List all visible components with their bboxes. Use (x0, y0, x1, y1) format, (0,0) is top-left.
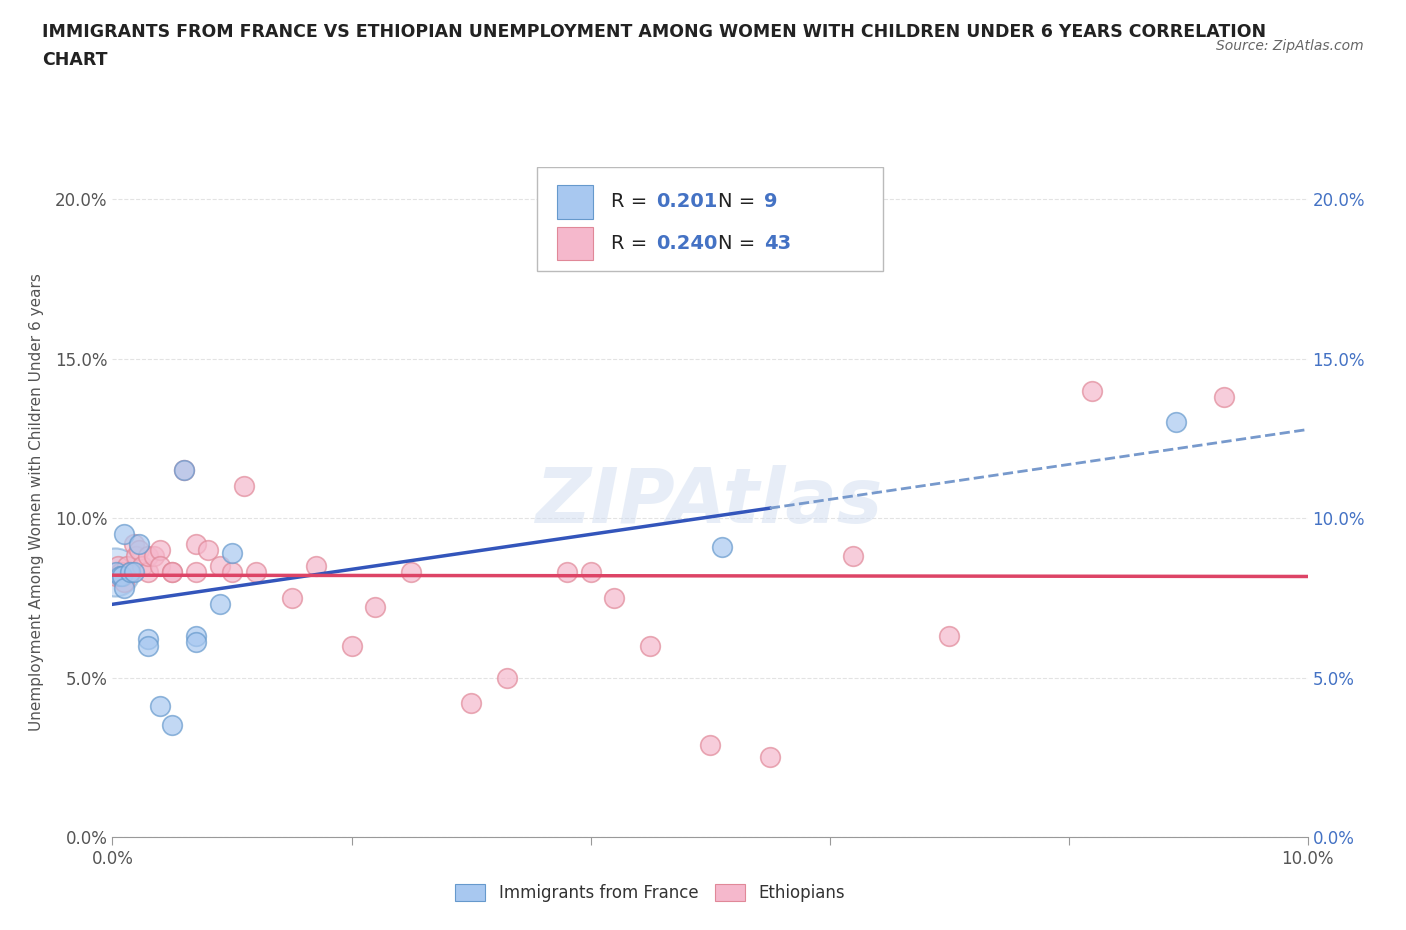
Point (245, 565, 267, 579)
Text: 9: 9 (763, 193, 778, 211)
Point (108, 568, 131, 583)
Point (1212, 390, 1236, 405)
Text: N =: N = (718, 193, 762, 211)
Point (138, 631, 160, 646)
Point (938, 629, 960, 644)
Text: R =: R = (610, 193, 654, 211)
Point (162, 565, 183, 579)
FancyBboxPatch shape (557, 227, 593, 260)
Point (122, 537, 145, 551)
Point (120, 565, 142, 579)
Text: ZIPAtlas: ZIPAtlas (536, 465, 884, 539)
Point (112, 568, 135, 583)
Point (122, 565, 145, 579)
Point (162, 565, 183, 579)
Point (186, 565, 208, 579)
Point (143, 549, 166, 564)
Point (138, 549, 160, 564)
Point (401, 565, 423, 579)
Point (110, 565, 132, 579)
Point (138, 638, 160, 653)
Point (197, 542, 219, 557)
Point (364, 600, 387, 615)
Point (759, 750, 782, 764)
Point (842, 549, 865, 564)
Point (221, 565, 243, 579)
Point (138, 565, 160, 579)
Point (128, 542, 150, 557)
Point (186, 629, 208, 644)
Point (114, 526, 135, 541)
Point (186, 635, 208, 650)
Text: 0.240: 0.240 (657, 234, 717, 253)
Point (149, 698, 172, 713)
Point (579, 565, 602, 579)
FancyBboxPatch shape (557, 185, 593, 219)
Point (131, 559, 153, 574)
Text: N =: N = (718, 234, 762, 253)
Text: Source: ZipAtlas.com: Source: ZipAtlas.com (1216, 39, 1364, 53)
Point (114, 575, 135, 590)
Point (125, 549, 148, 564)
Point (208, 559, 231, 574)
Point (128, 537, 150, 551)
Point (173, 463, 195, 478)
Point (208, 597, 231, 612)
Text: IMMIGRANTS FROM FRANCE VS ETHIOPIAN UNEMPLOYMENT AMONG WOMEN WITH CHILDREN UNDER: IMMIGRANTS FROM FRANCE VS ETHIOPIAN UNEM… (42, 23, 1267, 41)
Y-axis label: Unemployment Among Women with Children Under 6 years: Unemployment Among Women with Children U… (30, 273, 44, 731)
Point (496, 671, 519, 685)
Point (105, 565, 128, 579)
Text: CHART: CHART (42, 51, 108, 69)
Point (104, 565, 127, 579)
Text: 0.201: 0.201 (657, 193, 717, 211)
Point (149, 542, 172, 557)
Point (340, 638, 363, 653)
Point (638, 638, 662, 653)
Legend: Immigrants from France, Ethiopians: Immigrants from France, Ethiopians (449, 878, 852, 909)
Point (162, 718, 183, 733)
Point (114, 581, 135, 596)
Point (173, 463, 195, 478)
Point (105, 568, 128, 583)
Point (149, 559, 172, 574)
Point (232, 479, 256, 494)
Point (711, 539, 734, 554)
Point (555, 565, 578, 579)
Point (603, 591, 626, 605)
Point (111, 568, 134, 583)
Point (1164, 415, 1187, 430)
Point (120, 565, 142, 579)
FancyBboxPatch shape (537, 167, 883, 272)
Point (281, 591, 304, 605)
Point (115, 559, 138, 574)
Text: 43: 43 (763, 234, 792, 253)
Text: R =: R = (610, 234, 654, 253)
Point (186, 537, 208, 551)
Point (221, 546, 243, 561)
Point (107, 559, 129, 574)
Point (304, 559, 326, 574)
Point (699, 737, 721, 752)
Point (1081, 383, 1104, 398)
Point (460, 696, 482, 711)
